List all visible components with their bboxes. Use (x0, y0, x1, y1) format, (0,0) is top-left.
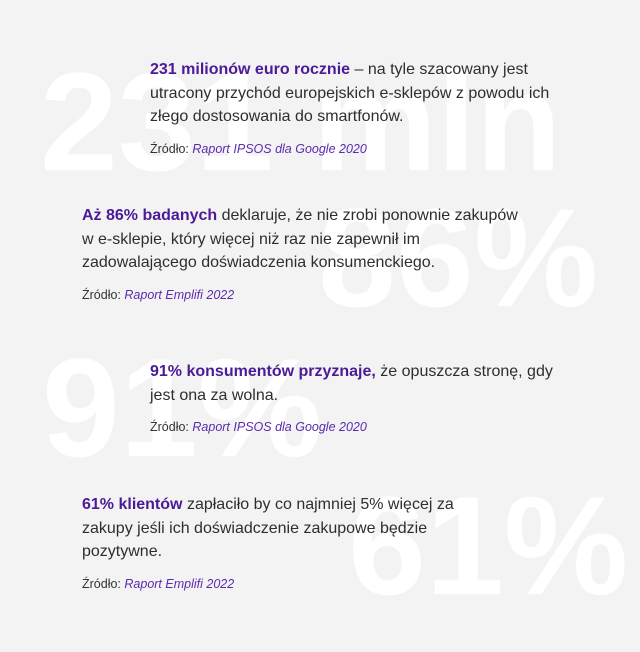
watermark: 91% (42, 329, 323, 486)
source-name: Raport Emplifi 2022 (124, 287, 235, 302)
source: Źródło: Raport IPSOS dla Google 2020 (150, 420, 570, 434)
description: zapłaciło by co najmniej 5% więcej za za… (82, 496, 454, 560)
highlight: 61% klientów (82, 496, 183, 513)
description: deklaruje, że nie zrobi ponownie zakupów… (82, 207, 518, 271)
source-label: Źródło: (150, 141, 189, 156)
source: Źródło: Raport Emplifi 2022 (82, 577, 472, 591)
stat-block: 61% klientów zapłaciło by co najmniej 5%… (82, 493, 472, 591)
watermark: 86% (318, 179, 599, 336)
stat-text: 231 milionów euro rocznie – na tyle szac… (150, 58, 570, 129)
source-label: Źródło: (82, 287, 121, 302)
source-label: Źródło: (82, 576, 121, 591)
stat-text: 61% klientów zapłaciło by co najmniej 5%… (82, 493, 472, 564)
description: – na tyle szacowany jest utracony przych… (150, 61, 550, 125)
source-name: Raport IPSOS dla Google 2020 (192, 141, 367, 156)
highlight: 231 milionów euro rocznie (150, 61, 351, 78)
source: Źródło: Raport IPSOS dla Google 2020 (150, 142, 570, 156)
source: Źródło: Raport Emplifi 2022 (82, 288, 522, 302)
stat-block: Aż 86% badanych deklaruje, że nie zrobi … (82, 204, 522, 302)
source-name: Raport IPSOS dla Google 2020 (192, 420, 367, 434)
stat-block: 231 milionów euro rocznie – na tyle szac… (150, 58, 570, 156)
highlight: 91% konsumentów przyznaje, (150, 363, 376, 380)
highlight: Aż 86% badanych (82, 207, 218, 224)
watermark: 61% (348, 467, 629, 624)
stat-block: 91% konsumentów przyznaje, że opuszcza s… (150, 360, 570, 434)
description: że opuszcza stronę, gdy jest ona za woln… (150, 363, 553, 404)
source-name: Raport Emplifi 2022 (124, 576, 235, 591)
source-label: Źródło: (150, 420, 189, 434)
stat-text: 91% konsumentów przyznaje, że opuszcza s… (150, 360, 570, 407)
watermark: 231 mln (40, 43, 562, 200)
stat-text: Aż 86% badanych deklaruje, że nie zrobi … (82, 204, 522, 275)
